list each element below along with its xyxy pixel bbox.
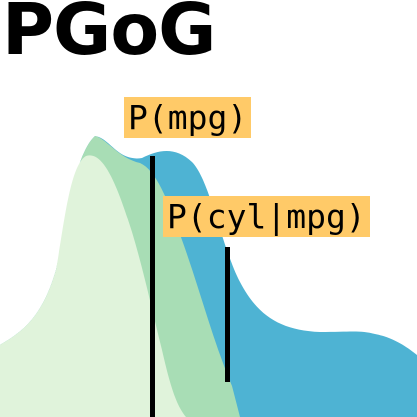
logo-wordmark: PGoG: [2, 0, 216, 71]
marginal-probability-label: P(mpg): [124, 97, 252, 138]
conditional-probability-label: P(cyl|mpg): [163, 196, 370, 237]
cyl-marker-line: [225, 247, 230, 382]
light-green-density-area: [0, 155, 186, 417]
mpg-marker-line: [150, 156, 155, 417]
